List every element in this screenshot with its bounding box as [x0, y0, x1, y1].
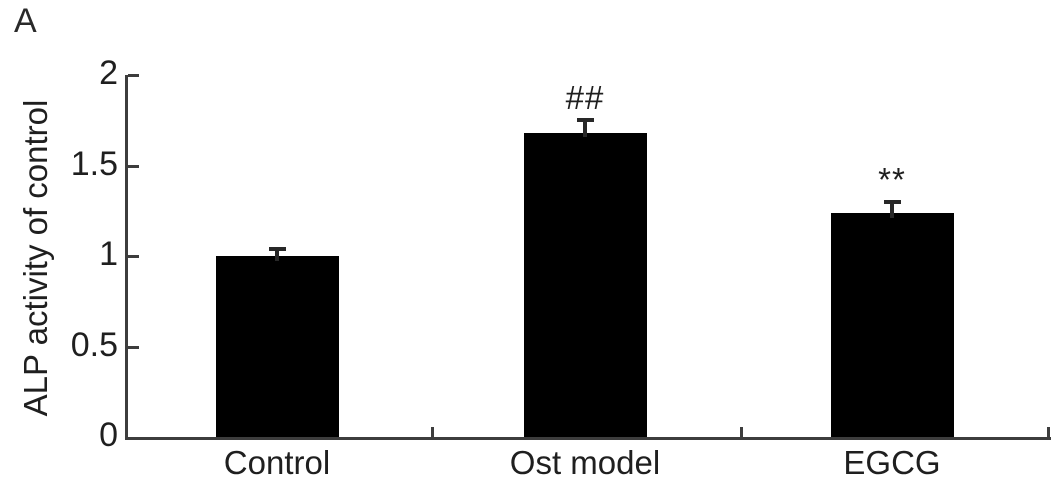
y-tick-label: 0: [99, 416, 118, 454]
x-category-label: Control: [223, 444, 331, 481]
y-tick-label: 1.5: [70, 145, 118, 183]
significance-marker: ##: [565, 79, 605, 116]
y-tick-mark: [128, 255, 139, 258]
panel-label: A: [14, 2, 37, 40]
significance-marker: **: [878, 161, 906, 198]
bar: [216, 256, 339, 437]
error-bar-cap: [269, 247, 286, 251]
x-tick-mark: [431, 427, 434, 437]
x-category-label: Ost model: [509, 444, 661, 481]
y-tick-label: 0.5: [70, 326, 118, 364]
x-tick-mark: [1047, 427, 1050, 437]
error-bar-stem: [275, 247, 279, 261]
x-category-label: EGCG: [843, 444, 941, 481]
error-bar-cap: [577, 118, 594, 122]
error-bar-stem: [890, 200, 894, 218]
bar: [831, 213, 954, 437]
y-tick-mark: [128, 165, 139, 168]
y-tick-mark: [128, 346, 139, 349]
y-tick-label: 2: [99, 54, 118, 92]
error-bar-stem: [583, 118, 587, 137]
bar: [524, 133, 647, 437]
y-tick-label: 1: [99, 235, 118, 273]
x-axis-line: [125, 437, 1051, 440]
error-bar-cap: [884, 200, 901, 204]
x-tick-mark: [740, 427, 743, 437]
y-axis-line: [125, 75, 128, 440]
y-tick-mark: [128, 74, 139, 77]
